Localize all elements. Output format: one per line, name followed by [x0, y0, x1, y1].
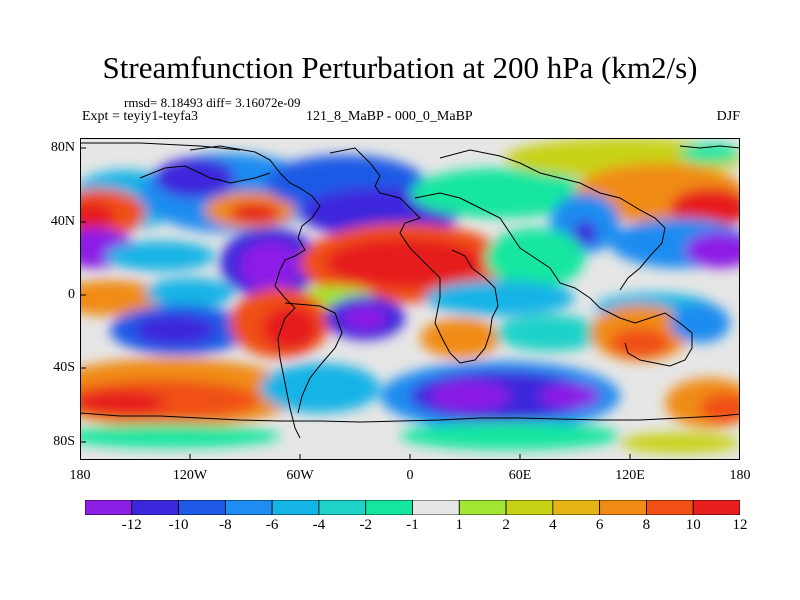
plot-title: Streamfunction Perturbation at 200 hPa (…	[102, 50, 698, 85]
lat-label-0: 0	[68, 287, 75, 302]
comparison-label: 121_8_MaBP - 000_0_MaBP	[306, 109, 473, 124]
coastlines	[80, 142, 740, 439]
lon-label-0: 0	[406, 468, 414, 483]
colorbar-swatch	[692, 500, 740, 515]
colorbar-tick-label: 12	[732, 517, 748, 533]
stats-line: rmsd= 8.18493 diff= 3.16072e-09	[124, 95, 301, 110]
contour-field	[80, 138, 740, 460]
colorbar-swatch	[552, 500, 601, 515]
colorbar-tick-label: 1	[455, 517, 464, 533]
lon-label-60e: 60E	[508, 468, 532, 483]
colorbar-tick-label: 4	[549, 517, 557, 533]
colorbar-swatch	[178, 500, 226, 515]
colorbar-swatch	[365, 500, 413, 515]
colorbar-tick-label: -8	[219, 517, 232, 533]
colorbar-tick-label: -1	[406, 517, 419, 533]
colorbar-tick-label: 2	[502, 517, 510, 533]
lat-ticks	[80, 147, 86, 443]
lon-label-60w: 60W	[286, 468, 314, 483]
lon-label-180w: 180	[69, 468, 91, 483]
colorbar-tick-label: -4	[312, 517, 326, 533]
colorbar-swatch	[131, 500, 179, 515]
colorbar-swatch	[318, 500, 367, 515]
colorbar-swatch	[412, 500, 460, 515]
season-label: DJF	[716, 109, 740, 124]
colorbar-swatch	[458, 500, 507, 515]
lon-label-120e: 120E	[615, 468, 645, 483]
colorbar-tick-label: -10	[168, 517, 189, 533]
colorbar-swatch	[85, 500, 133, 515]
lat-label-40s: 40S	[53, 360, 75, 375]
experiment-label: Expt = teyiy1-teyfa3	[82, 109, 198, 124]
lon-label-180e: 180	[729, 468, 751, 483]
colorbar-tick-label: -2	[359, 517, 372, 533]
colorbar-tick-label: -12	[121, 517, 142, 533]
colorbar-tick-label: 8	[642, 517, 651, 533]
colorbar-swatch	[271, 500, 320, 515]
lat-label-80s: 80S	[53, 434, 75, 449]
map-panel	[80, 138, 740, 460]
colorbar-swatch	[505, 500, 554, 515]
lon-label-120w: 120W	[172, 468, 208, 483]
lat-label-40n: 40N	[50, 214, 75, 229]
lat-label-80n: 80N	[50, 140, 75, 155]
colorbar	[85, 500, 740, 515]
colorbar-tick-label: 10	[685, 517, 701, 533]
colorbar-tick-label: -6	[265, 517, 279, 533]
colorbar-swatch	[599, 500, 647, 515]
colorbar-swatch	[224, 500, 273, 515]
colorbar-swatch	[646, 500, 694, 515]
colorbar-tick-label: 6	[595, 517, 604, 533]
lon-ticks	[80, 454, 740, 460]
